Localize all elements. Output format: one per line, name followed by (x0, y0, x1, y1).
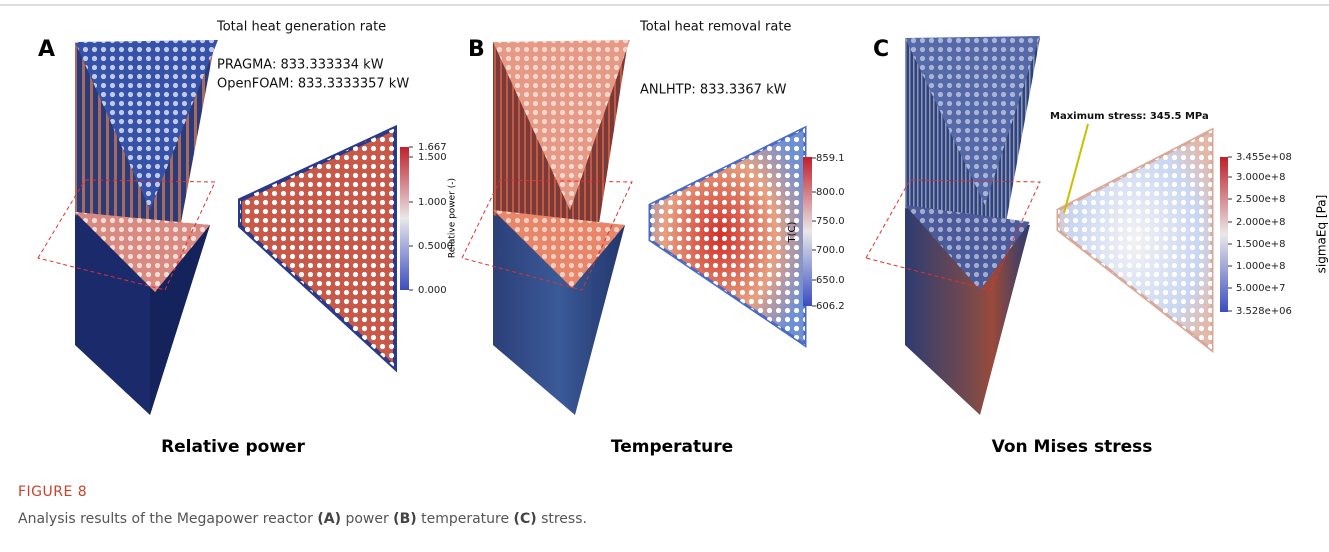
caption-text: power (345, 511, 389, 527)
colorbar-tick-label: 750.0 (816, 216, 845, 227)
panel-a-image (37, 40, 409, 415)
annotation: OpenFOAM: 833.3333357 kW (217, 77, 409, 92)
colorbar-tick-label: 5.000e+7 (1236, 283, 1286, 294)
caption-label: (C) (513, 511, 537, 527)
colorbar-tick-label: 2.500e+8 (1236, 194, 1286, 205)
annotation: Total heat removal rate (639, 20, 791, 35)
annotation: Total heat generation rate (216, 20, 386, 35)
colorbar-tick-label: 1.000e+8 (1236, 261, 1286, 272)
figure-label: FIGURE 8 (18, 484, 88, 500)
colorbar-tick-label: 800.0 (816, 187, 845, 198)
colorbar-tick-label: 3.528e+06 (1236, 306, 1292, 317)
colorbar-tick-label: 3.455e+08 (1236, 152, 1292, 163)
caption-label: (B) (393, 511, 417, 527)
colorbar-tick-label: 1.500 (418, 152, 447, 163)
colorbar-tick-label: 0.000 (418, 285, 447, 296)
colorbar-title: T(C) (787, 221, 798, 243)
colorbar-title: Relative power (-) (448, 178, 458, 258)
panel-caption: Temperature (611, 437, 733, 457)
colorbar-tick-label: 2.000e+8 (1236, 217, 1286, 228)
figure-caption: Analysis results of the Megapower reacto… (18, 511, 587, 527)
caption-text: temperature (421, 511, 510, 527)
colorbar-tick-label: 650.0 (816, 275, 845, 286)
caption-text: stress. (541, 511, 587, 527)
panel-caption: Von Mises stress (992, 437, 1153, 457)
panel-letter: A (38, 37, 55, 62)
colorbar-tick-label: 1.000 (418, 197, 447, 208)
colorbar-tick-label: 0.5000 (418, 241, 453, 252)
annotation: Maximum stress: 345.5 MPa (1050, 111, 1209, 122)
colorbar-tick-label: 1.667 (418, 142, 447, 153)
annotation: PRAGMA: 833.333334 kW (217, 58, 384, 73)
colorbar-tick-label: 859.1 (816, 153, 845, 164)
annotation: ANLHTP: 833.3367 kW (640, 83, 787, 98)
colorbar-tick-label: 606.2 (816, 301, 845, 312)
caption-label: (A) (317, 511, 341, 527)
colorbar-title: sigmaEq [Pa] (1315, 195, 1329, 274)
panel-caption: Relative power (161, 437, 305, 457)
panel-b-image (461, 40, 812, 415)
panel-c-image (865, 36, 1228, 415)
figure-image: A Total heat generation rate PRAGMA: 833.3… (0, 4, 1329, 457)
caption-text: Analysis results of the Megapower reacto… (18, 511, 313, 527)
colorbar-tick-label: 700.0 (816, 245, 845, 256)
colorbar-tick-label: 3.000e+8 (1236, 172, 1286, 183)
colorbar-tick-label: 1.500e+8 (1236, 239, 1286, 250)
panel-letter: B (468, 37, 485, 62)
panel-letter: C (873, 37, 889, 62)
